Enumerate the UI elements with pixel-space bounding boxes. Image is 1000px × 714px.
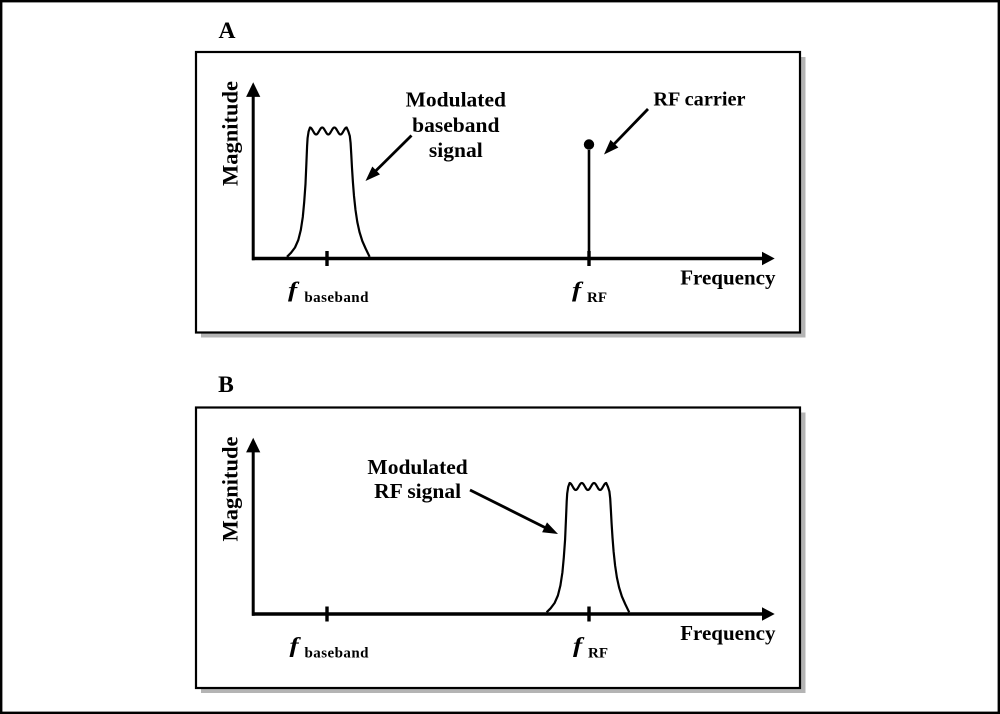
- svg-text:baseband: baseband: [412, 113, 499, 137]
- svg-text:RF: RF: [587, 290, 607, 306]
- svg-text:baseband: baseband: [305, 646, 370, 662]
- svg-text:f: f: [288, 278, 300, 302]
- svg-text:Modulated: Modulated: [367, 455, 467, 479]
- svg-text:RF: RF: [588, 646, 608, 662]
- svg-text:Frequency: Frequency: [680, 621, 776, 645]
- svg-text:signal: signal: [429, 138, 483, 162]
- svg-text:RF carrier: RF carrier: [653, 89, 745, 111]
- svg-text:Frequency: Frequency: [680, 266, 776, 290]
- svg-text:Modulated: Modulated: [406, 88, 506, 112]
- svg-text:baseband: baseband: [304, 290, 369, 306]
- svg-text:f: f: [573, 634, 585, 658]
- svg-text:A: A: [219, 18, 236, 44]
- svg-text:f: f: [290, 634, 302, 658]
- svg-text:B: B: [218, 372, 234, 398]
- svg-text:f: f: [572, 278, 584, 302]
- svg-text:Magnitude: Magnitude: [218, 81, 243, 186]
- svg-text:Magnitude: Magnitude: [218, 436, 243, 541]
- svg-text:RF signal: RF signal: [374, 479, 461, 503]
